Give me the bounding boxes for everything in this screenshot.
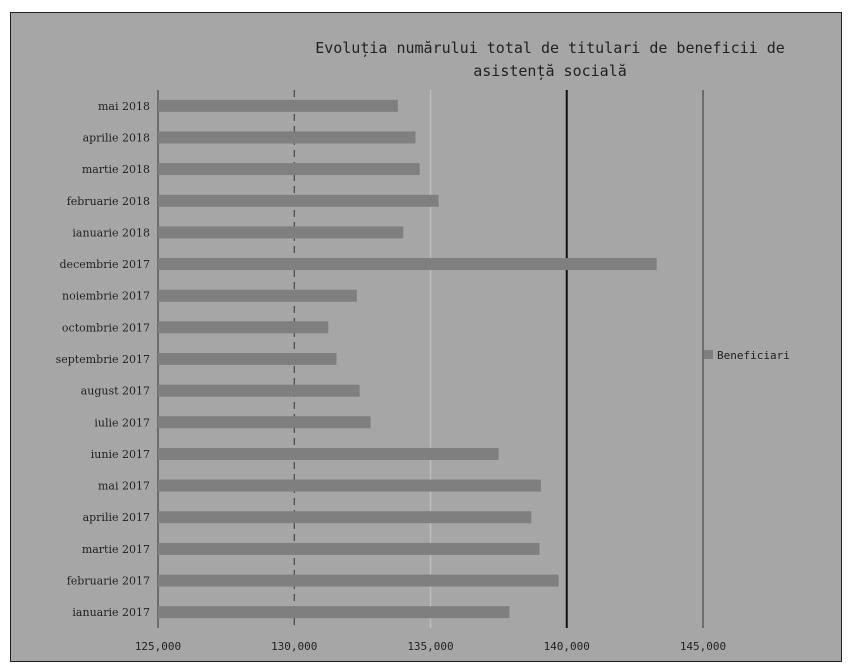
bar — [158, 289, 357, 302]
bar — [158, 542, 540, 555]
category-label: aprilie 2018 — [83, 131, 150, 144]
category-label: februarie 2017 — [67, 575, 150, 588]
category-label: martie 2018 — [82, 163, 150, 176]
bar — [158, 447, 499, 460]
category-label: martie 2017 — [82, 543, 150, 556]
bar — [158, 131, 416, 144]
bars — [158, 99, 657, 619]
category-label: noiembrie 2017 — [62, 290, 150, 303]
bar — [158, 384, 360, 397]
category-label: decembrie 2017 — [60, 258, 150, 271]
gridlines — [293, 90, 704, 628]
category-label: octombrie 2017 — [62, 321, 150, 334]
bar — [158, 511, 532, 524]
x-tick-label: 140,000 — [544, 640, 590, 653]
category-label: iunie 2017 — [91, 448, 150, 461]
category-labels: mai 2018 aprilie 2018 martie 2018 februarie… — [56, 100, 150, 619]
category-label: ianuarie 2017 — [72, 606, 150, 619]
bar — [158, 574, 559, 587]
bar — [158, 226, 404, 239]
bar — [158, 479, 541, 492]
x-tick-labels: 125,000 130,000 135,000 140,000 145,000 — [135, 640, 726, 653]
category-label: ianuarie 2018 — [72, 226, 150, 239]
bar — [158, 321, 329, 334]
category-label: iulie 2017 — [94, 416, 150, 429]
x-tick-label: 135,000 — [407, 640, 453, 653]
bar — [158, 258, 657, 271]
category-label: aprilie 2017 — [83, 511, 150, 524]
bar — [158, 606, 510, 619]
legend-label: Beneficiari — [717, 349, 790, 362]
category-label: februarie 2018 — [67, 195, 150, 208]
legend-swatch — [704, 350, 713, 359]
bar — [158, 353, 337, 365]
x-tick-label: 130,000 — [271, 640, 317, 653]
x-tick-label: 145,000 — [680, 640, 726, 653]
category-label: mai 2017 — [98, 480, 150, 493]
chart-title-line1: Evoluția numărului total de titulari de … — [315, 39, 785, 57]
x-tick-label: 125,000 — [135, 640, 181, 653]
chart-title-line2: asistență socială — [473, 62, 627, 80]
bar — [158, 163, 420, 176]
category-label: august 2017 — [81, 385, 150, 398]
bar — [158, 99, 398, 112]
bar — [158, 416, 371, 429]
bar — [158, 194, 439, 207]
category-label: mai 2018 — [98, 100, 150, 113]
category-label: septembrie 2017 — [56, 353, 150, 366]
